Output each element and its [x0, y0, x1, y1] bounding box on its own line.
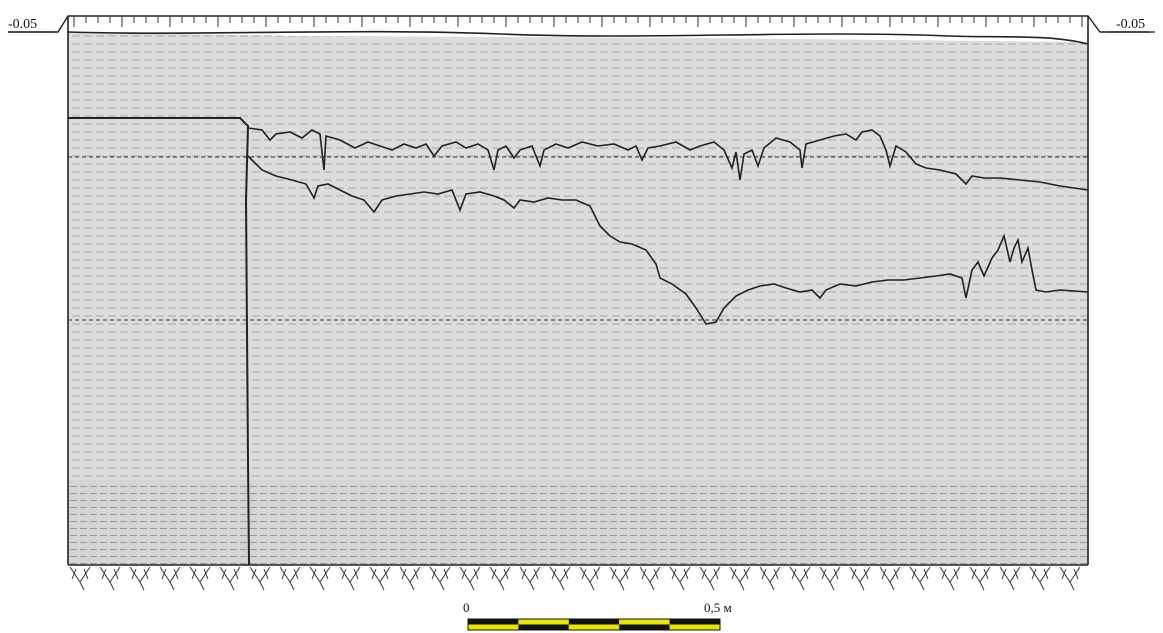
- upper-layer-boundary: [247, 127, 1089, 191]
- scale-bar-end-label: 0,5 м: [704, 600, 732, 615]
- pit-feature-outline: [68, 117, 250, 566]
- scale-bar-segment-bottom: [669, 624, 720, 630]
- scale-bar: 0 0,5 м: [463, 600, 732, 631]
- lower-layer-boundary: [247, 155, 1089, 325]
- scale-bar-segment-bottom: [518, 624, 569, 630]
- scale-bar-segment-top: [468, 619, 519, 625]
- ground-base-hatching: [69, 566, 1081, 591]
- scale-bar-start-label: 0: [463, 600, 470, 615]
- scale-bar-segment-bottom: [568, 624, 620, 630]
- scale-bar-segment-top: [619, 619, 670, 625]
- scale-bar-segment-bottom: [619, 624, 670, 630]
- level-mark-right: -0.05: [1116, 17, 1145, 32]
- scale-bar-segment-top: [669, 619, 720, 625]
- level-mark-left: -0.05: [8, 17, 37, 32]
- scale-bar-segment-top: [568, 619, 620, 625]
- scale-bar-segment-bottom: [468, 624, 519, 630]
- lower-soil-layer: [68, 480, 1088, 565]
- scale-bar-segment-top: [518, 619, 569, 625]
- upper-soil-layer: [68, 32, 1088, 480]
